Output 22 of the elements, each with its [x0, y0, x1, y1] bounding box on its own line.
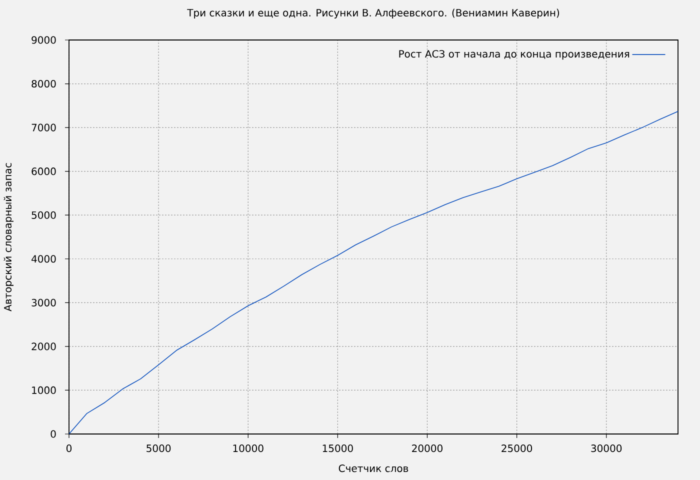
y-tick-label: 5000	[32, 211, 56, 219]
x-tick-label: 20000	[412, 444, 442, 452]
x-tick-label: 10000	[233, 444, 264, 452]
y-tick-label: 9000	[32, 36, 56, 44]
y-axis-title: Авторский словарный запас	[4, 163, 14, 312]
legend-label: Рост АСЗ от начала до конца произведения	[399, 50, 630, 60]
chart-title: Три сказки и еще одна. Рисунки В. Алфеевского. (Вениамин Каверин)	[187, 8, 560, 18]
y-tick-label: 6000	[32, 168, 56, 176]
line-series	[69, 110, 678, 434]
y-tick-label: 0	[50, 430, 56, 438]
y-tick-label: 1000	[32, 386, 56, 394]
x-tick-label: 15000	[322, 444, 353, 452]
y-tick-label: 2000	[32, 342, 56, 350]
x-tick-label: 25000	[502, 444, 532, 452]
x-tick-label: 30000	[591, 444, 622, 452]
y-tick-label: 8000	[32, 80, 56, 88]
y-tick-label: 7000	[32, 124, 56, 132]
x-tick-label: 5000	[146, 444, 171, 452]
x-axis-title: Счетчик слов	[338, 464, 408, 472]
x-tick-label: 0	[66, 444, 72, 452]
y-tick-label: 3000	[32, 298, 56, 306]
y-tick-label: 4000	[32, 255, 56, 263]
